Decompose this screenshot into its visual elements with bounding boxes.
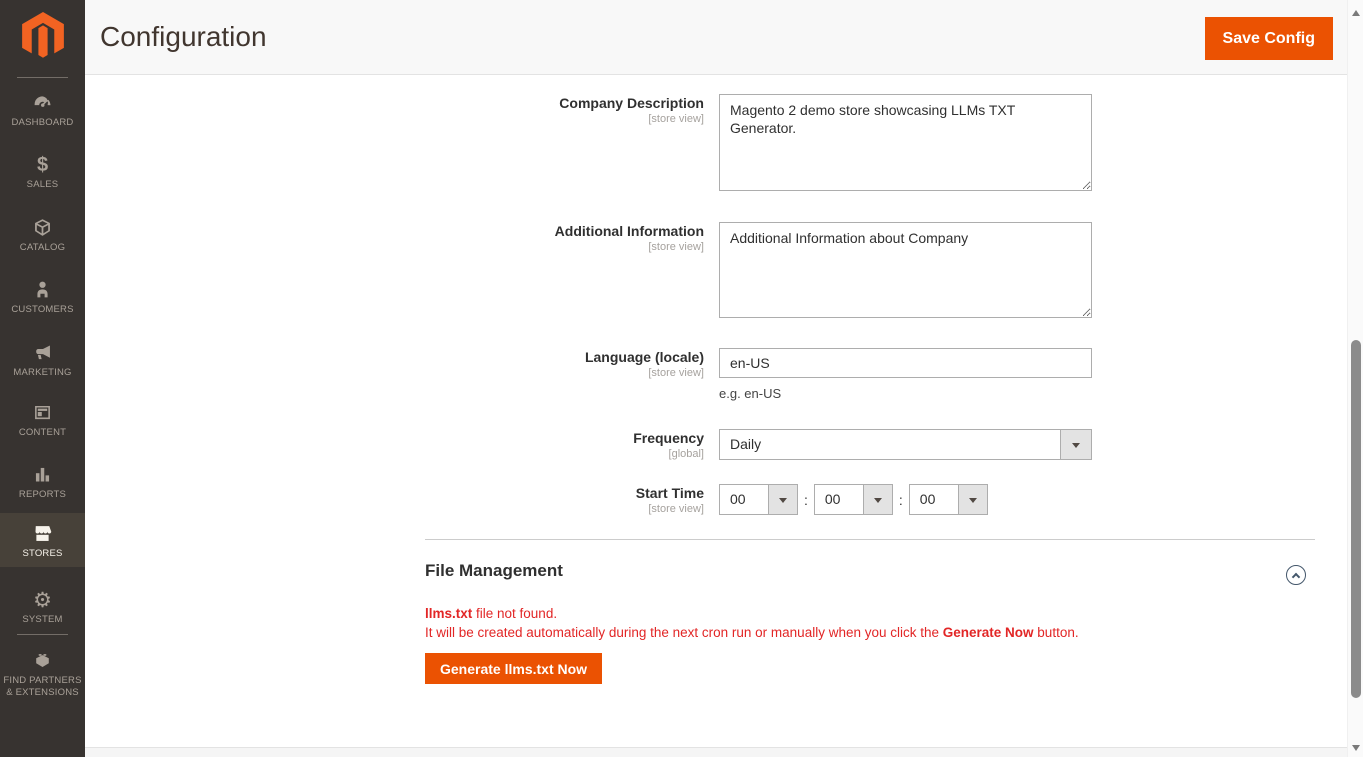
scroll-up-arrow-icon[interactable] — [1352, 6, 1360, 16]
language-hint: e.g. en-US — [719, 386, 782, 401]
sidebar-item-label: SALES — [26, 179, 59, 190]
catalog-icon — [0, 217, 85, 239]
sales-icon: $ — [36, 154, 49, 176]
dashboard-icon — [0, 92, 85, 114]
frequency-selected-value: Daily — [730, 436, 762, 452]
minutes-value: 00 — [824, 491, 841, 507]
sidebar-item-label: DASHBOARD — [11, 117, 74, 128]
chevron-down-icon — [873, 497, 882, 507]
field-scope: [store view] — [648, 113, 704, 125]
field-scope: [store view] — [648, 367, 704, 379]
save-config-button[interactable]: Save Config — [1204, 17, 1333, 60]
select-arrow-button — [768, 485, 797, 514]
sidebar-item-label: CUSTOMERS — [11, 304, 74, 315]
hours-value: 00 — [730, 491, 746, 507]
sidebar-item-reports[interactable]: REPORTS — [0, 460, 85, 501]
system-gear-icon: ⚙ — [33, 588, 52, 612]
file-management-heading: File Management — [425, 561, 563, 580]
time-separator: : — [898, 491, 903, 508]
select-arrow-button — [862, 485, 892, 514]
time-separator: : — [804, 491, 808, 508]
sidebar-item-label: CATALOG — [19, 242, 66, 253]
sidebar-item-label: REPORTS — [18, 489, 67, 500]
message-line-1: llms.txt file not found. — [425, 606, 558, 621]
scroll-down-arrow-icon[interactable] — [1352, 745, 1360, 755]
sidebar-divider — [17, 77, 68, 78]
marketing-icon — [0, 342, 85, 364]
sidebar-item-catalog[interactable]: CATALOG — [0, 213, 85, 254]
sidebar-item-sales[interactable]: $ SALES — [0, 150, 85, 191]
sidebar-item-label: SYSTEM — [22, 614, 63, 625]
message-line-2: It will be created automatically during … — [425, 625, 1079, 640]
generate-llms-txt-button[interactable]: Generate llms.txt Now — [425, 653, 603, 684]
config-form-area: Company Description [store view] Magento… — [85, 76, 1347, 747]
page-title: Configuration — [100, 21, 267, 52]
file-not-found-message: llms.txt file not found. It will be crea… — [425, 604, 1315, 642]
language-locale-input[interactable] — [719, 348, 1092, 378]
sidebar-item-label: CONTENT — [18, 427, 67, 438]
sidebar-item-stores[interactable]: STORES — [0, 513, 85, 567]
chevron-down-icon — [779, 497, 787, 507]
chevron-down-icon — [1072, 442, 1080, 452]
sidebar-item-customers[interactable]: CUSTOMERS — [0, 275, 85, 316]
select-arrow-button — [957, 485, 987, 514]
vertical-scrollbar[interactable] — [1347, 0, 1363, 757]
content-icon — [0, 402, 85, 424]
start-time-hours-select[interactable]: 00 — [719, 484, 798, 515]
stores-icon — [0, 523, 85, 545]
field-label: Start Time — [635, 485, 704, 501]
sidebar-item-system[interactable]: ⚙ SYSTEM — [0, 585, 85, 626]
sidebar-item-content[interactable]: CONTENT — [0, 398, 85, 439]
partners-brick-icon — [0, 650, 85, 672]
field-scope: [store view] — [648, 241, 704, 253]
field-scope: [global] — [668, 448, 704, 460]
customers-icon — [0, 279, 85, 301]
sidebar-item-label: STORES — [22, 548, 63, 559]
sidebar-item-label: FIND PARTNERS & EXTENSIONS — [3, 675, 82, 698]
section-divider — [425, 539, 1315, 540]
company-description-textarea[interactable]: Magento 2 demo store showcasing LLMs TXT… — [719, 94, 1092, 191]
field-label: Company Description — [559, 95, 704, 111]
chevron-down-icon — [968, 497, 977, 507]
chevron-up-icon — [1291, 572, 1300, 581]
field-label: Additional Information — [554, 223, 704, 239]
start-time-seconds-select[interactable]: 00 — [908, 484, 988, 515]
magento-logo-icon — [21, 12, 64, 58]
sidebar-divider — [17, 634, 68, 635]
field-label: Language (locale) — [584, 349, 704, 365]
field-label: Frequency — [633, 430, 704, 446]
scrollbar-thumb[interactable] — [1351, 340, 1361, 698]
seconds-value: 00 — [919, 491, 936, 507]
collapse-section-button[interactable] — [1286, 565, 1306, 585]
page-footer — [85, 747, 1347, 757]
reports-icon — [0, 464, 85, 486]
additional-information-textarea[interactable]: Additional Information about Company — [719, 222, 1092, 318]
sidebar-item-find-partners[interactable]: FIND PARTNERS & EXTENSIONS — [0, 646, 85, 698]
sidebar-item-label: MARKETING — [13, 367, 72, 378]
sidebar-item-dashboard[interactable]: DASHBOARD — [0, 88, 85, 129]
field-scope: [store view] — [648, 503, 704, 515]
magento-logo[interactable] — [0, 12, 85, 65]
select-arrow-button — [1060, 430, 1091, 459]
page-header: Configuration Save Config — [85, 0, 1347, 75]
frequency-select[interactable]: Daily — [719, 429, 1092, 460]
start-time-minutes-select[interactable]: 00 — [813, 484, 893, 515]
admin-sidebar: DASHBOARD $ SALES CATALOG CUSTOMERS MARK… — [0, 0, 85, 757]
sidebar-item-marketing[interactable]: MARKETING — [0, 338, 85, 379]
